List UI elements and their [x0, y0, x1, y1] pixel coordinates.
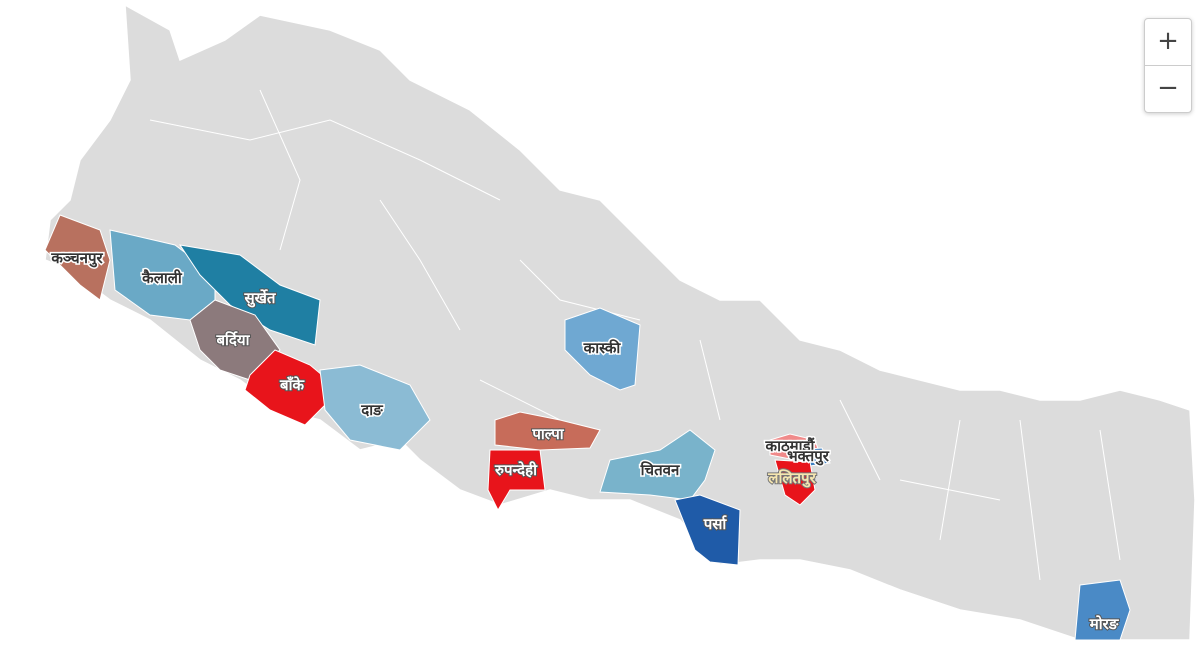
district-9[interactable]	[599, 429, 716, 501]
district-label: रुपन्देही	[494, 461, 538, 479]
district-12[interactable]	[793, 447, 831, 467]
district-label: पर्सा	[703, 515, 728, 533]
district-label: ललितपुर	[767, 469, 816, 488]
district-14[interactable]	[1074, 579, 1131, 641]
district-7[interactable]	[487, 449, 546, 512]
district-label: बाँके	[279, 376, 305, 394]
district-2[interactable]	[178, 244, 321, 346]
district-label: भक्तपुर	[787, 447, 830, 466]
zoom-control: + −	[1144, 18, 1192, 113]
district-0[interactable]	[44, 214, 111, 301]
zoom-out-button[interactable]: −	[1157, 73, 1179, 103]
district-label: काठमाडौं	[765, 437, 816, 455]
zoom-in-button[interactable]: +	[1145, 19, 1191, 66]
district-label: दाङ	[360, 401, 384, 419]
district-label: चितवन	[640, 461, 680, 479]
district-13[interactable]	[774, 459, 816, 506]
district-label: कास्की	[583, 339, 622, 357]
district-label: मोरङ	[1089, 615, 1120, 633]
district-label: कञ्चनपुर	[50, 249, 103, 268]
district-8[interactable]	[564, 307, 641, 391]
district-label: बर्दिया	[215, 331, 250, 349]
district-6[interactable]	[494, 411, 601, 451]
district-5[interactable]	[319, 364, 431, 451]
district-label: सुर्खेत	[244, 289, 277, 308]
district-4[interactable]	[244, 349, 341, 426]
district-borders	[149, 89, 1121, 581]
district-label: कैलाली	[141, 269, 183, 287]
district-label: पाल्पा	[531, 425, 564, 443]
district-10[interactable]	[674, 494, 741, 566]
